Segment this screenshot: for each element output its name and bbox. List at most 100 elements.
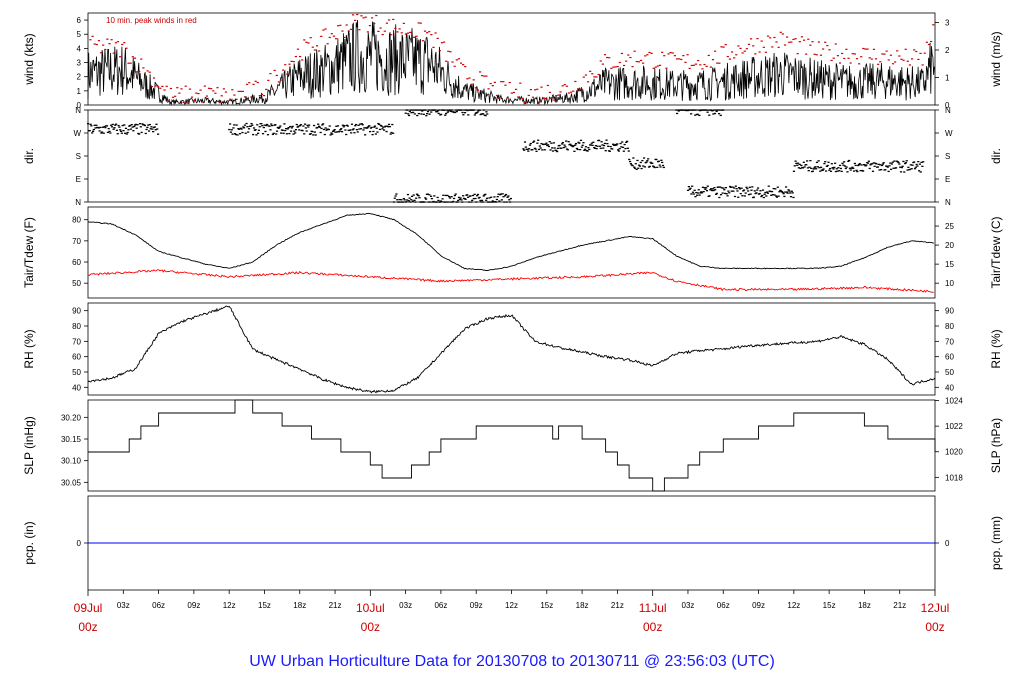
direction-point <box>274 124 277 126</box>
peak-wind-point <box>925 41 928 43</box>
direction-point <box>408 110 411 113</box>
direction-point <box>742 189 746 191</box>
direction-point <box>719 186 722 188</box>
peak-wind-points <box>89 13 935 104</box>
peak-wind-point <box>663 55 666 57</box>
direction-point <box>910 168 913 170</box>
direction-point <box>714 109 717 111</box>
ytick-label-right: 2 <box>945 46 950 55</box>
direction-point <box>509 197 512 200</box>
direction-point <box>862 170 865 172</box>
peak-wind-point <box>373 22 376 25</box>
direction-point <box>577 141 580 144</box>
ylabel-left: dir. <box>22 148 36 164</box>
ylabel-left: Tair/Tdew (F) <box>22 217 36 288</box>
direction-point <box>766 192 770 194</box>
direction-point <box>890 163 894 165</box>
direction-point <box>264 130 267 133</box>
direction-point <box>110 124 113 126</box>
peak-wind-point <box>118 56 122 58</box>
direction-point <box>806 167 810 169</box>
direction-point <box>316 126 319 129</box>
direction-point <box>858 163 861 165</box>
direction-point <box>755 192 758 194</box>
peak-wind-point <box>322 29 325 31</box>
wind-speed-line <box>87 19 935 106</box>
peak-wind-point <box>656 65 660 67</box>
peak-wind-point <box>813 53 816 55</box>
direction-point <box>445 109 448 111</box>
direction-point <box>833 166 836 169</box>
peak-wind-point <box>686 54 689 56</box>
ytick-label-left: 30.10 <box>61 457 82 466</box>
peak-wind-point <box>125 47 128 49</box>
peak-wind-point <box>269 72 272 75</box>
ytick-label-left: 80 <box>72 216 81 225</box>
direction-point <box>575 147 578 150</box>
direction-point <box>396 199 399 201</box>
peak-wind-point <box>381 33 384 36</box>
ytick-label-right: 90 <box>945 307 954 316</box>
direction-point <box>736 190 739 192</box>
direction-point <box>536 142 539 144</box>
direction-point <box>461 201 464 203</box>
direction-point <box>600 141 603 143</box>
direction-point <box>846 171 849 173</box>
direction-point <box>467 114 470 116</box>
peak-wind-point <box>493 81 496 83</box>
peak-wind-point <box>212 90 215 92</box>
peak-wind-point <box>900 58 903 60</box>
direction-point <box>266 134 270 136</box>
direction-point <box>291 125 294 128</box>
direction-point <box>440 201 443 203</box>
direction-point <box>632 157 635 159</box>
peak-wind-point <box>661 51 664 53</box>
direction-point <box>402 197 405 200</box>
direction-point <box>916 165 919 167</box>
direction-point <box>815 161 819 164</box>
direction-point <box>110 126 114 128</box>
direction-point <box>659 166 662 168</box>
direction-point <box>826 164 829 167</box>
peak-wind-point <box>470 84 473 86</box>
peak-wind-point <box>523 101 526 104</box>
peak-wind-point <box>152 77 156 79</box>
ytick-label-left: 30.05 <box>61 478 82 487</box>
direction-point <box>92 128 95 131</box>
direction-point <box>504 195 507 197</box>
direction-point <box>404 112 407 114</box>
direction-point <box>573 150 576 153</box>
direction-point <box>439 200 442 202</box>
peak-wind-point <box>881 53 884 55</box>
ytick-label-right: 25 <box>945 222 954 231</box>
direction-point <box>758 192 761 195</box>
direction-point <box>155 123 158 125</box>
ylabel-right: pcp. (mm) <box>989 516 1003 570</box>
direction-point <box>872 162 875 164</box>
peak-wind-point <box>159 87 162 89</box>
direction-point <box>332 130 335 132</box>
direction-point <box>772 187 775 190</box>
peak-wind-point <box>741 52 744 54</box>
direction-point <box>888 165 891 167</box>
direction-point <box>676 112 679 115</box>
direction-point <box>331 130 335 133</box>
direction-point <box>705 109 708 111</box>
direction-point <box>561 141 564 144</box>
direction-point <box>818 167 821 169</box>
direction-point <box>112 128 115 130</box>
peak-wind-point <box>622 64 626 67</box>
direction-point <box>284 129 287 132</box>
direction-point <box>522 148 525 150</box>
direction-point <box>94 127 97 129</box>
direction-point <box>152 130 155 133</box>
panel-wind: wind (kts) wind (m/s) 0 1 2 3 4 5 6 0 1 2 3 10 min. p… <box>22 12 1003 110</box>
xtick-label: 03z <box>117 601 130 610</box>
direction-point <box>565 140 568 142</box>
direction-point <box>440 113 443 116</box>
peak-wind-point <box>743 50 746 52</box>
direction-point <box>733 187 736 189</box>
direction-point <box>702 190 705 193</box>
direction-point <box>532 140 536 142</box>
direction-point <box>714 193 718 195</box>
